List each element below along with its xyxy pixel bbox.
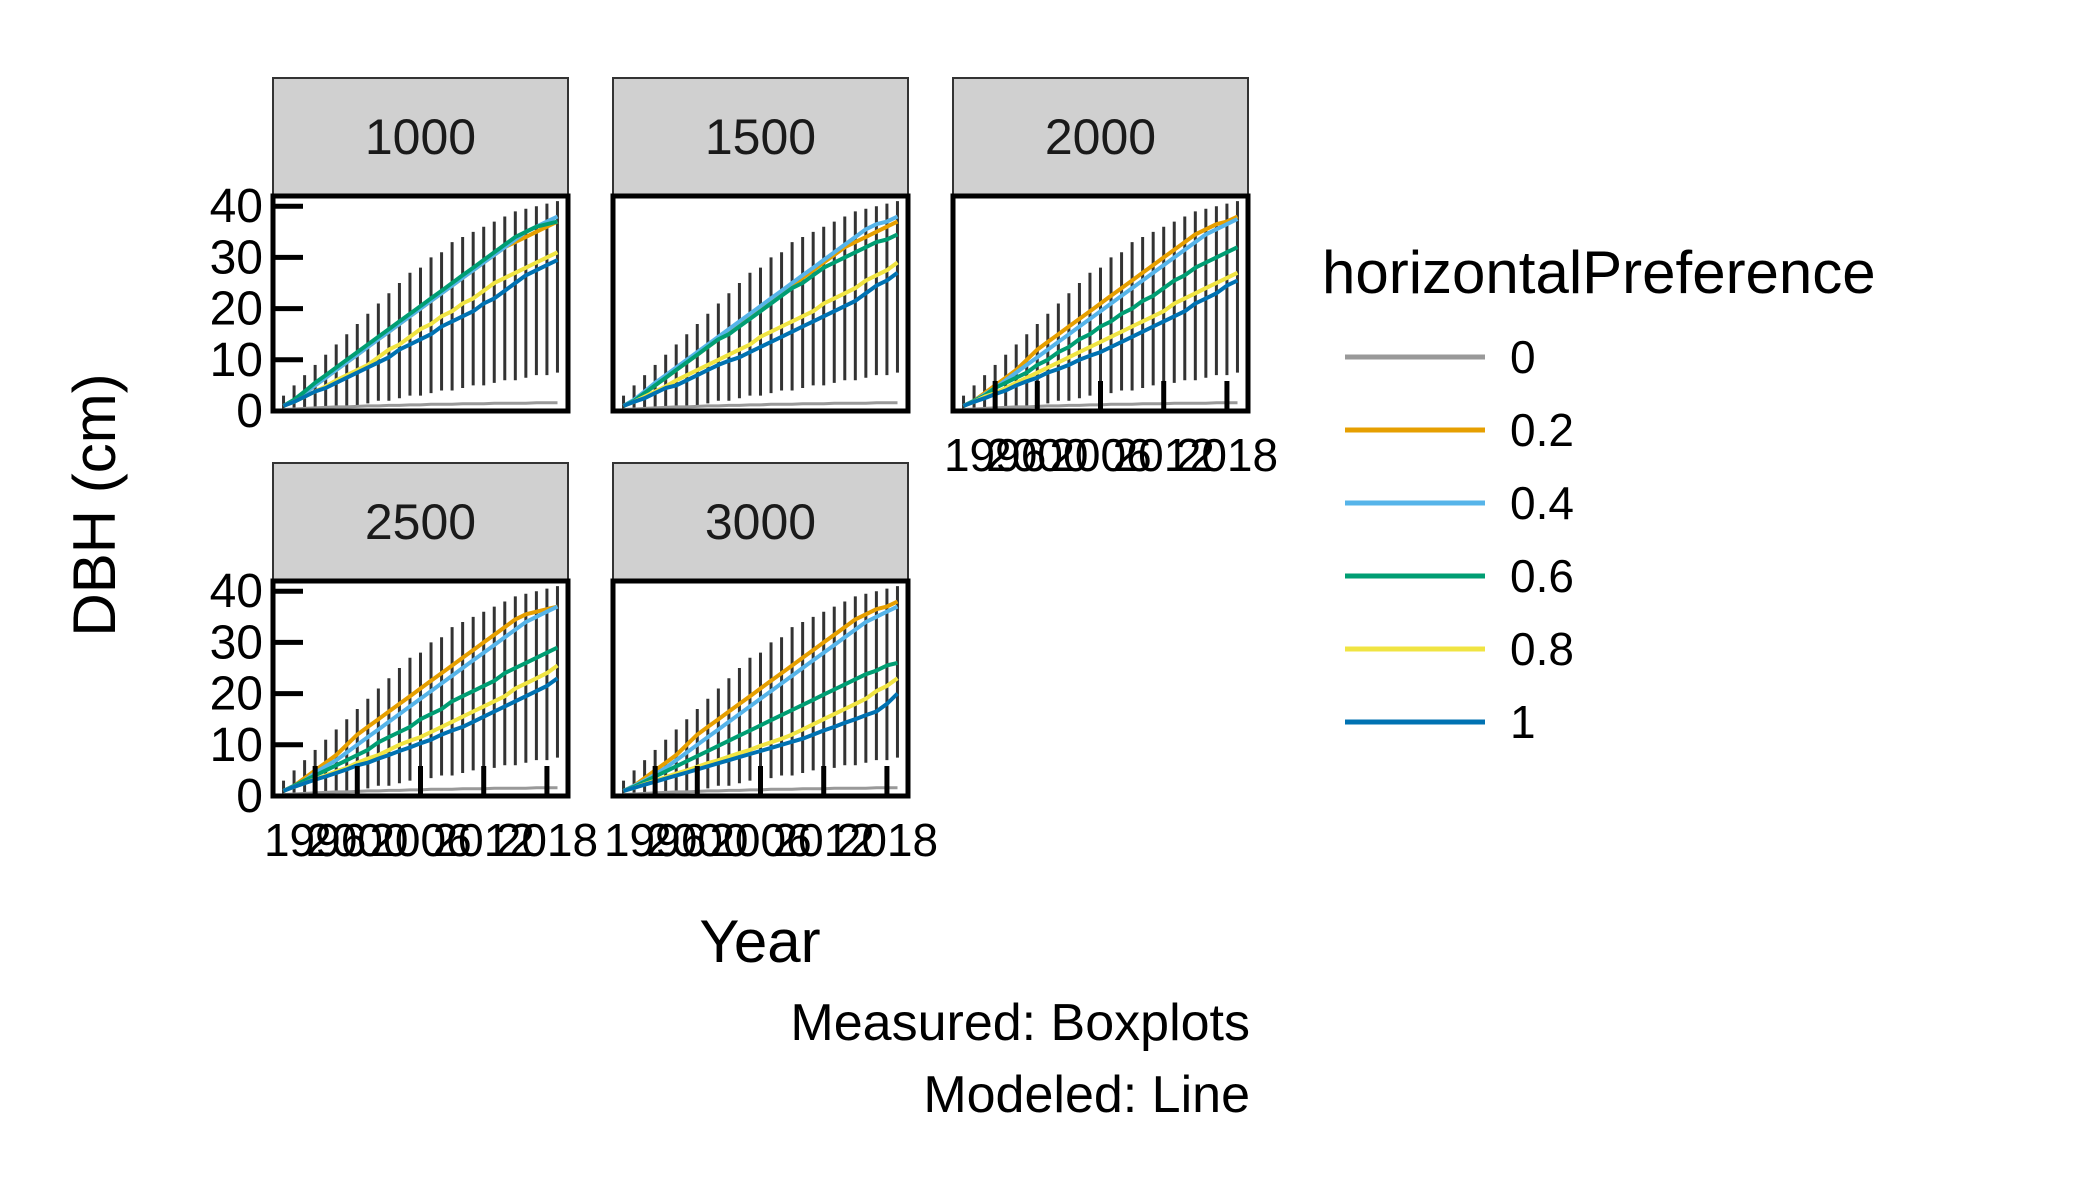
x-tick-label-3000-1996: 1996 — [604, 814, 706, 866]
plot-area-2000 — [962, 201, 1239, 411]
x-tick-label-2000-1996: 1996 — [944, 429, 1046, 481]
series-line-2000-0_2 — [962, 214, 1239, 408]
legend-title: horizontalPreference — [1322, 239, 1876, 306]
legend-label-0_4: 0.4 — [1510, 477, 1574, 529]
x-tick-label-2500-2000: 2000 — [306, 814, 408, 866]
facet-strip-2500 — [272, 462, 569, 582]
legend-label-0_2: 0.2 — [1510, 404, 1574, 456]
series-line-1500-0_8 — [622, 260, 899, 408]
panel-border-1000 — [270, 193, 571, 414]
y-tick-label-2500-30: 30 — [210, 616, 263, 669]
series-line-2500-0_4 — [282, 604, 559, 793]
x-tick-label-3000-2018: 2018 — [836, 814, 938, 866]
x-tick-label-2500-2006: 2006 — [369, 814, 471, 866]
series-line-1000-1 — [282, 258, 559, 408]
legend-entry-0_6: 0.6 — [1345, 550, 1574, 602]
series-line-1000-0 — [283, 401, 558, 411]
facet-label-1000: 1000 — [365, 109, 476, 165]
y-tick-label-1000-20: 20 — [210, 283, 263, 336]
x-tick-label-2000-2006: 2006 — [1049, 429, 1151, 481]
plot-area-2500 — [282, 586, 559, 796]
series-line-2000-0_8 — [962, 270, 1239, 408]
facet-label-2500: 2500 — [365, 494, 476, 550]
panel-border-1500 — [610, 193, 911, 414]
y-tick-label-2500-40: 40 — [210, 565, 263, 618]
series-line-2000-0_6 — [962, 245, 1239, 408]
y-tick-label-2500-0: 0 — [236, 770, 263, 823]
series-line-2000-1 — [962, 278, 1239, 408]
y-tick-label-1000-40: 40 — [210, 180, 263, 233]
series-line-1500-1 — [622, 271, 899, 408]
plot-area-1000 — [282, 201, 559, 411]
x-tick-label-3000-2006: 2006 — [709, 814, 811, 866]
facet-strip-2000 — [952, 77, 1249, 197]
x-tick-label-2000-2000: 2000 — [986, 429, 1088, 481]
series-line-3000-1 — [622, 692, 899, 793]
legend-entry-0_4: 0.4 — [1345, 477, 1574, 529]
x-tick-label-2000-2018: 2018 — [1176, 429, 1278, 481]
y-tick-label-1000-10: 10 — [210, 334, 263, 387]
caption: Measured: Boxplots Modeled: Line — [790, 994, 1250, 1124]
plot-area-3000 — [622, 586, 899, 796]
legend-label-0_6: 0.6 — [1510, 550, 1574, 602]
x-tick-label-2000-2012: 2012 — [1113, 429, 1215, 481]
legend: horizontalPreference 0 0.2 0.4 0.6 0.8 1 — [1322, 239, 1876, 748]
series-line-2500-0_2 — [282, 604, 558, 793]
facet-label-1500: 1500 — [705, 109, 816, 165]
legend-label-0_8: 0.8 — [1510, 623, 1574, 675]
series-line-1000-0_4 — [282, 214, 559, 408]
x-tick-label-3000-2000: 2000 — [646, 814, 748, 866]
legend-label-0: 0 — [1510, 331, 1536, 383]
y-tick-label-2500-20: 20 — [210, 668, 263, 721]
facet-label-2000: 2000 — [1045, 109, 1156, 165]
x-tick-label-2500-2012: 2012 — [433, 814, 535, 866]
series-line-2500-1 — [282, 676, 559, 793]
legend-entry-0: 0 — [1345, 331, 1536, 383]
series-line-1500-0_4 — [622, 214, 899, 408]
legend-entry-0_2: 0.2 — [1345, 404, 1574, 456]
series-line-2000-0_4 — [962, 217, 1239, 408]
facet-strip-1500 — [612, 77, 909, 197]
legend-entry-1: 1 — [1345, 696, 1536, 748]
series-line-3000-0_2 — [622, 599, 899, 793]
series-line-2500-0_6 — [282, 645, 559, 793]
x-tick-label-3000-2012: 2012 — [773, 814, 875, 866]
facet-panel-1500: 1500 — [610, 77, 911, 414]
y-tick-label-1000-30: 30 — [210, 231, 263, 284]
y-axis-title: DBH (cm) — [61, 373, 128, 636]
legend-entry-0_8: 0.8 — [1345, 623, 1574, 675]
y-tick-label-2500-10: 10 — [210, 719, 263, 772]
series-line-1500-0_6 — [622, 232, 899, 408]
series-line-1000-0_6 — [282, 219, 558, 408]
caption-line-measured: Measured: Boxplots — [790, 994, 1250, 1052]
x-tick-label-2500-1996: 1996 — [264, 814, 366, 866]
legend-label-1: 1 — [1510, 696, 1536, 748]
facet-label-3000: 3000 — [705, 494, 816, 550]
y-tick-label-1000-0: 0 — [236, 385, 263, 438]
series-line-1500-0 — [623, 401, 898, 411]
caption-line-modeled: Modeled: Line — [923, 1066, 1250, 1124]
series-line-3000-0_4 — [622, 604, 899, 793]
series-line-3000-0_6 — [622, 660, 898, 793]
x-tick-label-2500-2018: 2018 — [496, 814, 598, 866]
facet-strip-1000 — [272, 77, 569, 197]
x-axis-title: Year — [699, 908, 820, 975]
plot-area-1500 — [622, 201, 899, 411]
